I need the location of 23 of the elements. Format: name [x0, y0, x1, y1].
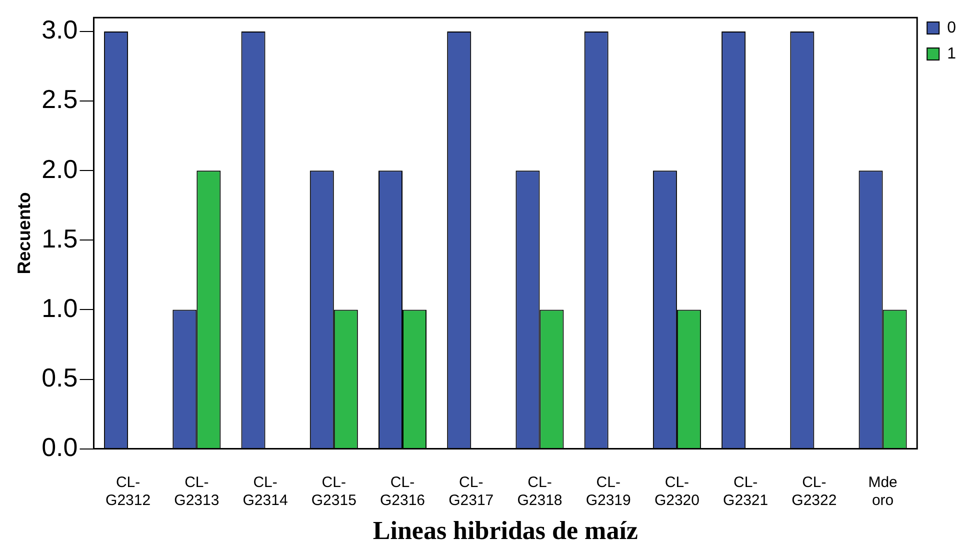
x-tick-label: CL-G2315 — [311, 474, 356, 509]
y-tick-label: 3.0 — [42, 14, 78, 45]
x-tick-label: CL-G2319 — [586, 474, 631, 509]
x-tick-label: CL-G2320 — [654, 474, 700, 509]
y-tick-label: 0.5 — [42, 362, 78, 392]
x-tick-label: CL-G2314 — [242, 474, 288, 509]
x-tick-label: Mde oro — [868, 474, 898, 509]
x-tick-label: CL-G2317 — [448, 474, 494, 509]
y-tick-label: 0.0 — [42, 432, 78, 462]
y-tick-label: 2.0 — [42, 154, 78, 184]
y-tick-label: 2.5 — [42, 84, 78, 114]
y-tick-label: 1.0 — [42, 292, 78, 323]
x-tick-label: CL-G2312 — [106, 474, 151, 509]
x-tick-label: CL-G2321 — [723, 474, 768, 509]
x-tick-label: CL-G2322 — [792, 474, 837, 509]
y-axis-title: Recuento — [14, 192, 34, 274]
legend-label: 0 — [947, 19, 956, 36]
y-tick-label: 1.5 — [42, 223, 78, 254]
x-axis-title: Lineas hibridas de maíz — [372, 516, 638, 546]
x-tick-label: CL-G2313 — [174, 474, 220, 509]
x-tick-label: CL-G2318 — [517, 474, 562, 509]
legend-label: 1 — [947, 45, 956, 62]
x-tick-label: CL-G2316 — [380, 474, 426, 509]
